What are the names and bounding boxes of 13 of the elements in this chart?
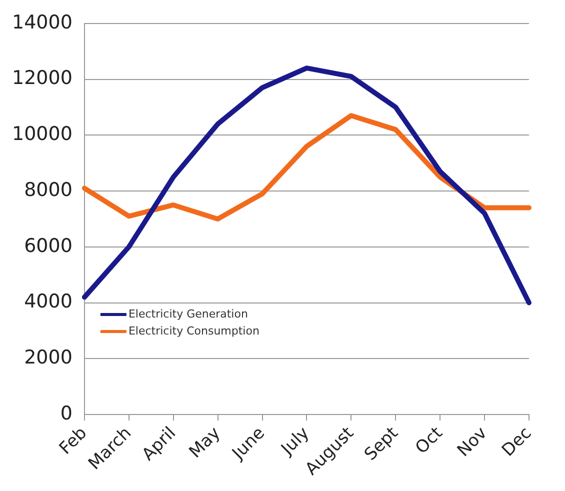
y-tick-label: 4000: [24, 290, 72, 313]
y-tick-label: 2000: [24, 346, 72, 369]
legend-label: Electricity Consumption: [128, 324, 260, 338]
y-tick-label: 8000: [24, 178, 72, 201]
x-tick-label: Feb: [56, 423, 92, 459]
y-tick-label: 12000: [12, 67, 72, 90]
y-tick-label: 14000: [12, 11, 72, 34]
y-tick-label: 10000: [12, 123, 72, 146]
y-tick-label: 6000: [24, 234, 72, 257]
x-tick-label: Dec: [498, 423, 536, 461]
x-tick-label: Oct: [412, 423, 447, 458]
legend-label: Electricity Generation: [128, 307, 248, 320]
y-tick-label: 0: [60, 402, 72, 424]
